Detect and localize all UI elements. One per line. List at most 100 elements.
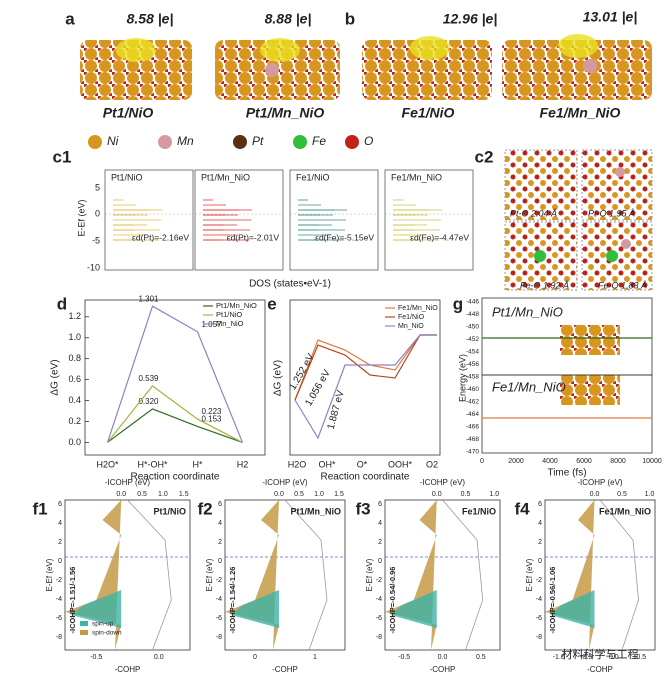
y-axis-label: E-Ef (eV) bbox=[76, 199, 86, 236]
charge-label: 8.88 |e| bbox=[265, 11, 312, 27]
legend-label: O bbox=[364, 134, 373, 148]
y-axis-label: E-Ef (eV) bbox=[525, 558, 534, 591]
y-tick-label: -462 bbox=[466, 399, 479, 406]
y-tick-label: 4 bbox=[538, 520, 542, 527]
x-tick-label: H2O* bbox=[96, 459, 119, 469]
bond-label: Fe-O 1.92 Å bbox=[520, 280, 569, 290]
y-tick-label: 4 bbox=[58, 520, 62, 527]
dos-title: Pt1/NiO bbox=[111, 172, 143, 182]
top-tick-label: 0.0 bbox=[432, 491, 442, 498]
top-axis-label: -ICOHP (eV) bbox=[420, 478, 466, 487]
watermark: 材料科学与工程 bbox=[562, 647, 639, 661]
y-tick-label: 0 bbox=[218, 558, 222, 565]
legend-swatch bbox=[345, 135, 359, 149]
y-tick-label: 0.2 bbox=[68, 416, 81, 426]
legend-label: Mn_NiO bbox=[398, 323, 424, 330]
top-tick-label: 0.5 bbox=[137, 491, 147, 498]
y-tick-label: 4 bbox=[218, 520, 222, 527]
y-tick-label: 0.4 bbox=[68, 395, 81, 405]
y-tick-label: 0 bbox=[378, 558, 382, 565]
dos-frame bbox=[289, 169, 379, 271]
bottom-tick-label: 0.5 bbox=[476, 654, 486, 661]
icohp-label: -ICOHP=-1.54/-1.26 bbox=[228, 567, 237, 634]
structure-name: Fe1/Mn_NiO bbox=[540, 105, 621, 121]
series-line bbox=[106, 305, 244, 443]
y-axis-label: E-Ef (eV) bbox=[365, 558, 374, 591]
x-axis-label: Reaction coordinate bbox=[321, 472, 410, 483]
y-tick-label: -470 bbox=[466, 449, 479, 456]
icohp-decor bbox=[599, 499, 639, 651]
y-tick-label: -6 bbox=[56, 615, 62, 622]
y-axis-label: Energy (eV) bbox=[457, 354, 467, 402]
y-tick-label: -2 bbox=[536, 577, 542, 584]
panel-title: Fe1/Mn_NiO bbox=[599, 506, 651, 516]
y-tick-label: -6 bbox=[216, 615, 222, 622]
y-tick-label: -8 bbox=[376, 634, 382, 641]
legend-label: Mn_NiO bbox=[216, 319, 244, 328]
top-axis-label: -ICOHP (eV) bbox=[105, 478, 151, 487]
series-line bbox=[107, 385, 243, 443]
structure-name: Fe1/NiO bbox=[402, 105, 455, 121]
y-tick-label: -4 bbox=[56, 596, 62, 603]
value-label: 0.153 bbox=[201, 415, 222, 424]
panel-label: c2 bbox=[475, 147, 494, 166]
bottom-axis-label: -COHP bbox=[430, 665, 456, 674]
decor-curve bbox=[294, 334, 437, 440]
cohp-decor bbox=[231, 590, 279, 628]
bottom-tick-label: 0.5 bbox=[636, 654, 646, 661]
panel-title: Fe1/NiO bbox=[462, 506, 496, 516]
top-tick-label: 1.5 bbox=[334, 491, 344, 498]
x-tick-label: OOH* bbox=[388, 459, 413, 469]
legend-label: Pt1/NiO bbox=[216, 310, 242, 319]
x-axis-label: Time (fs) bbox=[547, 468, 586, 479]
y-tick-label: -468 bbox=[466, 436, 479, 443]
top-tick-label: 1.5 bbox=[179, 491, 189, 498]
legend-label: Mn bbox=[177, 134, 194, 148]
y-tick-label: -10 bbox=[87, 262, 100, 272]
legend-label: Fe bbox=[312, 134, 326, 148]
legend-label: spin-up bbox=[92, 621, 114, 628]
top-axis-label: -ICOHP (eV) bbox=[262, 478, 308, 487]
x-tick-label: H* bbox=[192, 459, 202, 469]
panel-label: d bbox=[57, 294, 67, 313]
y-tick-label: 1.2 bbox=[68, 311, 81, 321]
y-tick-label: 4 bbox=[378, 520, 382, 527]
y-tick-label: -8 bbox=[536, 634, 542, 641]
dos-frame bbox=[104, 169, 194, 271]
bottom-tick-label: 0.0 bbox=[154, 654, 164, 661]
d-band-center: εd(Fe)=-5.15eV bbox=[315, 232, 374, 242]
y-tick-label: -2 bbox=[56, 577, 62, 584]
cohp-decor bbox=[71, 590, 122, 628]
panel-label: f3 bbox=[355, 499, 370, 518]
dos-frame bbox=[194, 169, 284, 271]
x-tick-label: 6000 bbox=[576, 458, 592, 465]
legend-swatch bbox=[233, 135, 247, 149]
structure-images bbox=[80, 34, 653, 405]
dos-frame bbox=[384, 169, 474, 271]
y-axis-label: E-Ef (eV) bbox=[205, 558, 214, 591]
legend-swatch bbox=[80, 630, 88, 635]
y-tick-label: -8 bbox=[56, 634, 62, 641]
legend-swatch bbox=[158, 135, 172, 149]
top-tick-label: 1.0 bbox=[489, 491, 499, 498]
y-tick-label: -454 bbox=[466, 349, 479, 356]
panel-title: Pt1/NiO bbox=[153, 506, 186, 516]
x-tick-label: 2000 bbox=[508, 458, 524, 465]
x-tick-label: H2 bbox=[237, 459, 249, 469]
x-tick-label: OH* bbox=[318, 459, 336, 469]
panel-label: f2 bbox=[197, 499, 212, 518]
plot-frame bbox=[289, 299, 441, 456]
legend-swatch bbox=[80, 621, 88, 626]
charge-label: 8.58 |e| bbox=[127, 11, 174, 27]
panels: a b c1 c2 d e g f1 f2 f3 f4 8.58 |e| 8.88 |e| 12.96 |… bbox=[32, 9, 661, 674]
bottom-axis-label: -COHP bbox=[115, 665, 141, 674]
y-tick-label: -4 bbox=[536, 596, 542, 603]
panel-label: g bbox=[453, 294, 463, 313]
x-tick-label: 10000 bbox=[642, 458, 662, 465]
legend-label: Fe1/NiO bbox=[398, 314, 425, 321]
top-tick-label: 0.0 bbox=[590, 491, 600, 498]
plot-frame bbox=[384, 499, 501, 651]
bottom-tick-label: 1 bbox=[313, 654, 317, 661]
value-label: 1.301 bbox=[138, 294, 159, 303]
